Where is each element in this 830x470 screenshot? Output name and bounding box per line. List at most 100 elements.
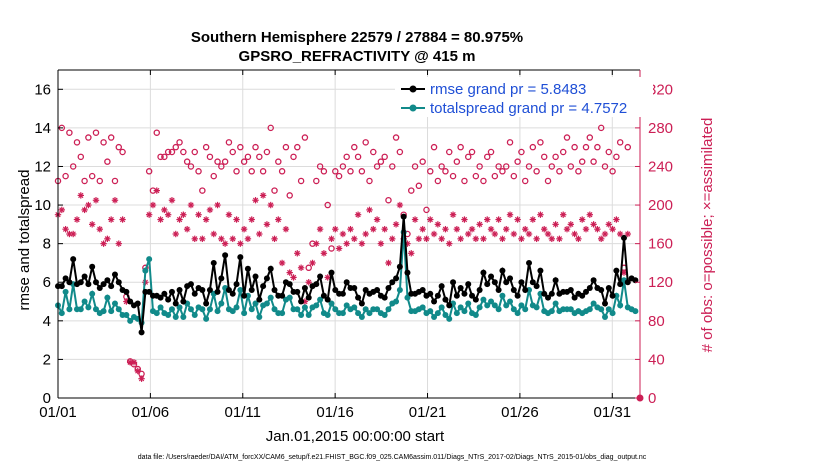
x-tick-label: 01/06 <box>132 404 170 421</box>
obs-assimilated-point <box>286 269 293 276</box>
asterisk-stroke <box>176 216 183 223</box>
obs-possible-point <box>320 168 328 175</box>
totalspread-point <box>229 308 236 315</box>
asterisk-stroke <box>340 231 346 237</box>
obs-possible-point <box>286 192 293 199</box>
obs-assimilated-point <box>229 235 236 243</box>
obs-assimilated-point <box>616 230 624 238</box>
asterisk-stroke <box>473 236 479 242</box>
rmse-point <box>613 267 620 274</box>
obs-possible-point <box>415 182 423 190</box>
obs-possible-point <box>202 143 210 151</box>
asterisk-stroke <box>571 231 578 237</box>
obs-possible-point <box>563 134 571 141</box>
obs-assimilated-point <box>366 206 373 214</box>
rmse-point <box>127 298 134 305</box>
obs-possible-point <box>218 163 225 170</box>
obs-possible-point <box>423 206 430 214</box>
y2-tick-label: 80 <box>648 313 665 330</box>
totalspread-point <box>590 300 597 307</box>
obs-possible-point <box>66 129 73 136</box>
asterisk-stroke <box>621 269 627 276</box>
obs-assimilated-point <box>506 211 514 218</box>
y-tick-label: 12 <box>34 158 51 175</box>
asterisk-stroke <box>275 216 281 223</box>
y-tick-label: 4 <box>43 313 51 330</box>
totalspread-point <box>393 298 400 305</box>
obs-possible-point <box>248 168 255 175</box>
obs-possible-point <box>271 187 278 194</box>
obs-assimilated-point <box>518 235 525 243</box>
y2-tick-label: 240 <box>648 158 673 175</box>
totalspread-point <box>172 313 179 320</box>
obs-assimilated-point <box>335 245 343 252</box>
totalspread-point <box>328 300 335 307</box>
obs-possible-point <box>487 148 495 156</box>
obs-possible-point <box>263 148 271 156</box>
obs-assimilated-point <box>187 201 195 209</box>
asterisk-stroke <box>138 376 145 382</box>
obs-assimilated-point <box>522 225 529 233</box>
totalspread-point <box>503 302 510 309</box>
obs-possible-point <box>275 158 282 165</box>
asterisk-stroke <box>309 260 316 266</box>
obs-assimilated-point <box>419 225 426 233</box>
totalspread-point <box>248 306 255 313</box>
asterisk-stroke <box>211 231 217 237</box>
obs-assimilated-point <box>297 264 305 271</box>
asterisk-stroke <box>207 207 213 213</box>
asterisk-stroke <box>97 226 103 232</box>
series-layer <box>54 124 644 402</box>
obs-assimilated-point <box>343 240 350 247</box>
obs-possible-point <box>339 163 347 170</box>
obs-possible-point <box>392 134 400 141</box>
asterisk-stroke <box>70 231 76 237</box>
obs-assimilated-point <box>176 216 183 223</box>
asterisk-stroke <box>188 202 194 208</box>
obs-possible-point <box>518 148 525 156</box>
asterisk-stroke <box>476 221 483 228</box>
obs-possible-point <box>502 163 510 170</box>
rmse-point <box>244 265 251 272</box>
obs-assimilated-point <box>69 230 77 238</box>
asterisk-stroke <box>313 240 319 247</box>
asterisk-stroke <box>545 231 551 237</box>
obs-assimilated-point <box>88 221 96 228</box>
rmse-point <box>400 213 407 220</box>
obs-assimilated-point <box>465 230 472 238</box>
totalspread-point <box>507 298 514 305</box>
rmse-point <box>476 286 483 293</box>
asterisk-stroke <box>59 207 65 213</box>
asterisk-stroke <box>355 212 361 218</box>
asterisk-stroke <box>74 216 80 223</box>
asterisk-stroke <box>154 187 160 194</box>
obs-assimilated-point <box>601 230 609 238</box>
grid-lines <box>57 70 640 399</box>
obs-possible-point <box>396 148 404 156</box>
rmse-point <box>510 286 517 293</box>
rmse-point <box>495 286 502 293</box>
y-tick-label: 8 <box>43 236 51 253</box>
totalspread-point <box>480 296 487 303</box>
obs-assimilated-point <box>172 230 179 238</box>
rmse-point <box>343 279 350 286</box>
obs-possible-point <box>446 148 453 156</box>
asterisk-stroke <box>526 231 532 237</box>
obs-assimilated-point <box>240 225 248 233</box>
obs-possible-point <box>578 158 586 165</box>
totalspread-point <box>214 308 221 315</box>
totalspread-point <box>62 288 69 295</box>
obs-possible-point <box>476 163 483 170</box>
obs-possible-point <box>183 158 191 165</box>
totalspread-point <box>362 306 369 313</box>
obs-possible-point <box>567 163 575 170</box>
obs-possible-point <box>556 168 563 175</box>
rmse-point <box>324 296 331 303</box>
obs-possible-point <box>510 172 518 180</box>
rmse-point <box>450 279 457 286</box>
totalspread-point <box>271 306 278 313</box>
obs-possible-point <box>244 153 252 161</box>
obs-assimilated-point <box>541 225 548 233</box>
x-tick-label: 01/11 <box>225 404 261 421</box>
rmse-point <box>320 292 327 299</box>
